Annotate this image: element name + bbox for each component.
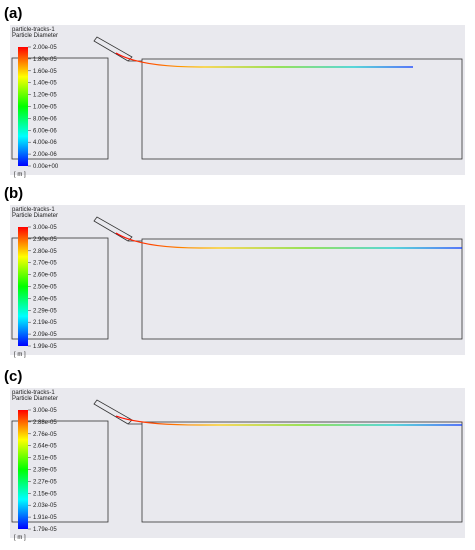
colorbar	[18, 227, 28, 346]
colorbar-label: 2.00e-06	[33, 152, 57, 158]
right-domain	[141, 238, 463, 340]
unit: [ m ]	[14, 352, 26, 358]
particle-track	[115, 232, 462, 249]
colorbar-label: 2.27e-05	[33, 479, 57, 485]
panel-label: (c)	[4, 368, 22, 385]
colorbar-label: 1.80e-05	[33, 57, 57, 63]
colorbar-label: 2.60e-05	[33, 273, 57, 279]
colorbar-label: 3.00e-05	[33, 225, 57, 231]
legend-title: Particle Diameter	[12, 33, 58, 39]
unit: [ m ]	[14, 535, 26, 541]
colorbar-label: 2.70e-05	[33, 261, 57, 267]
colorbar-label: 2.90e-05	[33, 237, 57, 243]
colorbar-label: 1.99e-05	[33, 344, 57, 350]
colorbar-label: 2.51e-05	[33, 456, 57, 462]
colorbar-label: 2.88e-05	[33, 420, 57, 426]
colorbar-label: 2.15e-05	[33, 491, 57, 497]
panel-label: (b)	[4, 185, 23, 202]
legend-title: particle-tracks-1	[12, 27, 55, 33]
colorbar-label: 2.29e-05	[33, 308, 57, 314]
colorbar-label: 2.19e-05	[33, 320, 57, 326]
left-domain	[11, 237, 109, 340]
right-domain	[141, 421, 463, 523]
colorbar-label: 2.50e-05	[33, 285, 57, 291]
panel-label: (a)	[4, 5, 22, 22]
colorbar-label: 2.39e-05	[33, 468, 57, 474]
viewport	[10, 205, 465, 355]
colorbar	[18, 410, 28, 529]
colorbar-label: 2.64e-05	[33, 444, 57, 450]
legend-title: Particle Diameter	[12, 396, 58, 402]
colorbar-label: 2.09e-05	[33, 332, 57, 338]
colorbar-label: 1.40e-05	[33, 81, 57, 87]
legend-title: particle-tracks-1	[12, 390, 55, 396]
particle-track	[115, 415, 462, 426]
colorbar	[18, 47, 28, 166]
colorbar-label: 1.79e-05	[33, 527, 57, 533]
legend-title: particle-tracks-1	[12, 207, 55, 213]
colorbar-label: 6.00e-06	[33, 128, 57, 134]
particle-track	[115, 52, 413, 68]
colorbar-label: 1.60e-05	[33, 69, 57, 75]
left-domain	[11, 57, 109, 160]
left-domain	[11, 420, 109, 523]
right-domain	[141, 58, 463, 160]
colorbar-label: 2.40e-05	[33, 296, 57, 302]
colorbar-label: 0.00e+00	[33, 164, 59, 170]
colorbar-label: 3.00e-05	[33, 408, 57, 414]
colorbar-label: 1.00e-05	[33, 105, 57, 111]
unit: [ m ]	[14, 172, 26, 178]
colorbar-label: 2.03e-05	[33, 503, 57, 509]
colorbar-label: 1.20e-05	[33, 93, 57, 99]
viewport	[10, 25, 465, 175]
legend-title: Particle Diameter	[12, 213, 58, 219]
colorbar-label: 4.00e-06	[33, 140, 57, 146]
viewport	[10, 388, 465, 538]
colorbar-label: 2.00e-05	[33, 45, 57, 51]
colorbar-label: 2.80e-05	[33, 249, 57, 255]
colorbar-label: 2.76e-05	[33, 432, 57, 438]
colorbar-label: 8.00e-06	[33, 116, 57, 122]
colorbar-label: 1.91e-05	[33, 515, 57, 521]
